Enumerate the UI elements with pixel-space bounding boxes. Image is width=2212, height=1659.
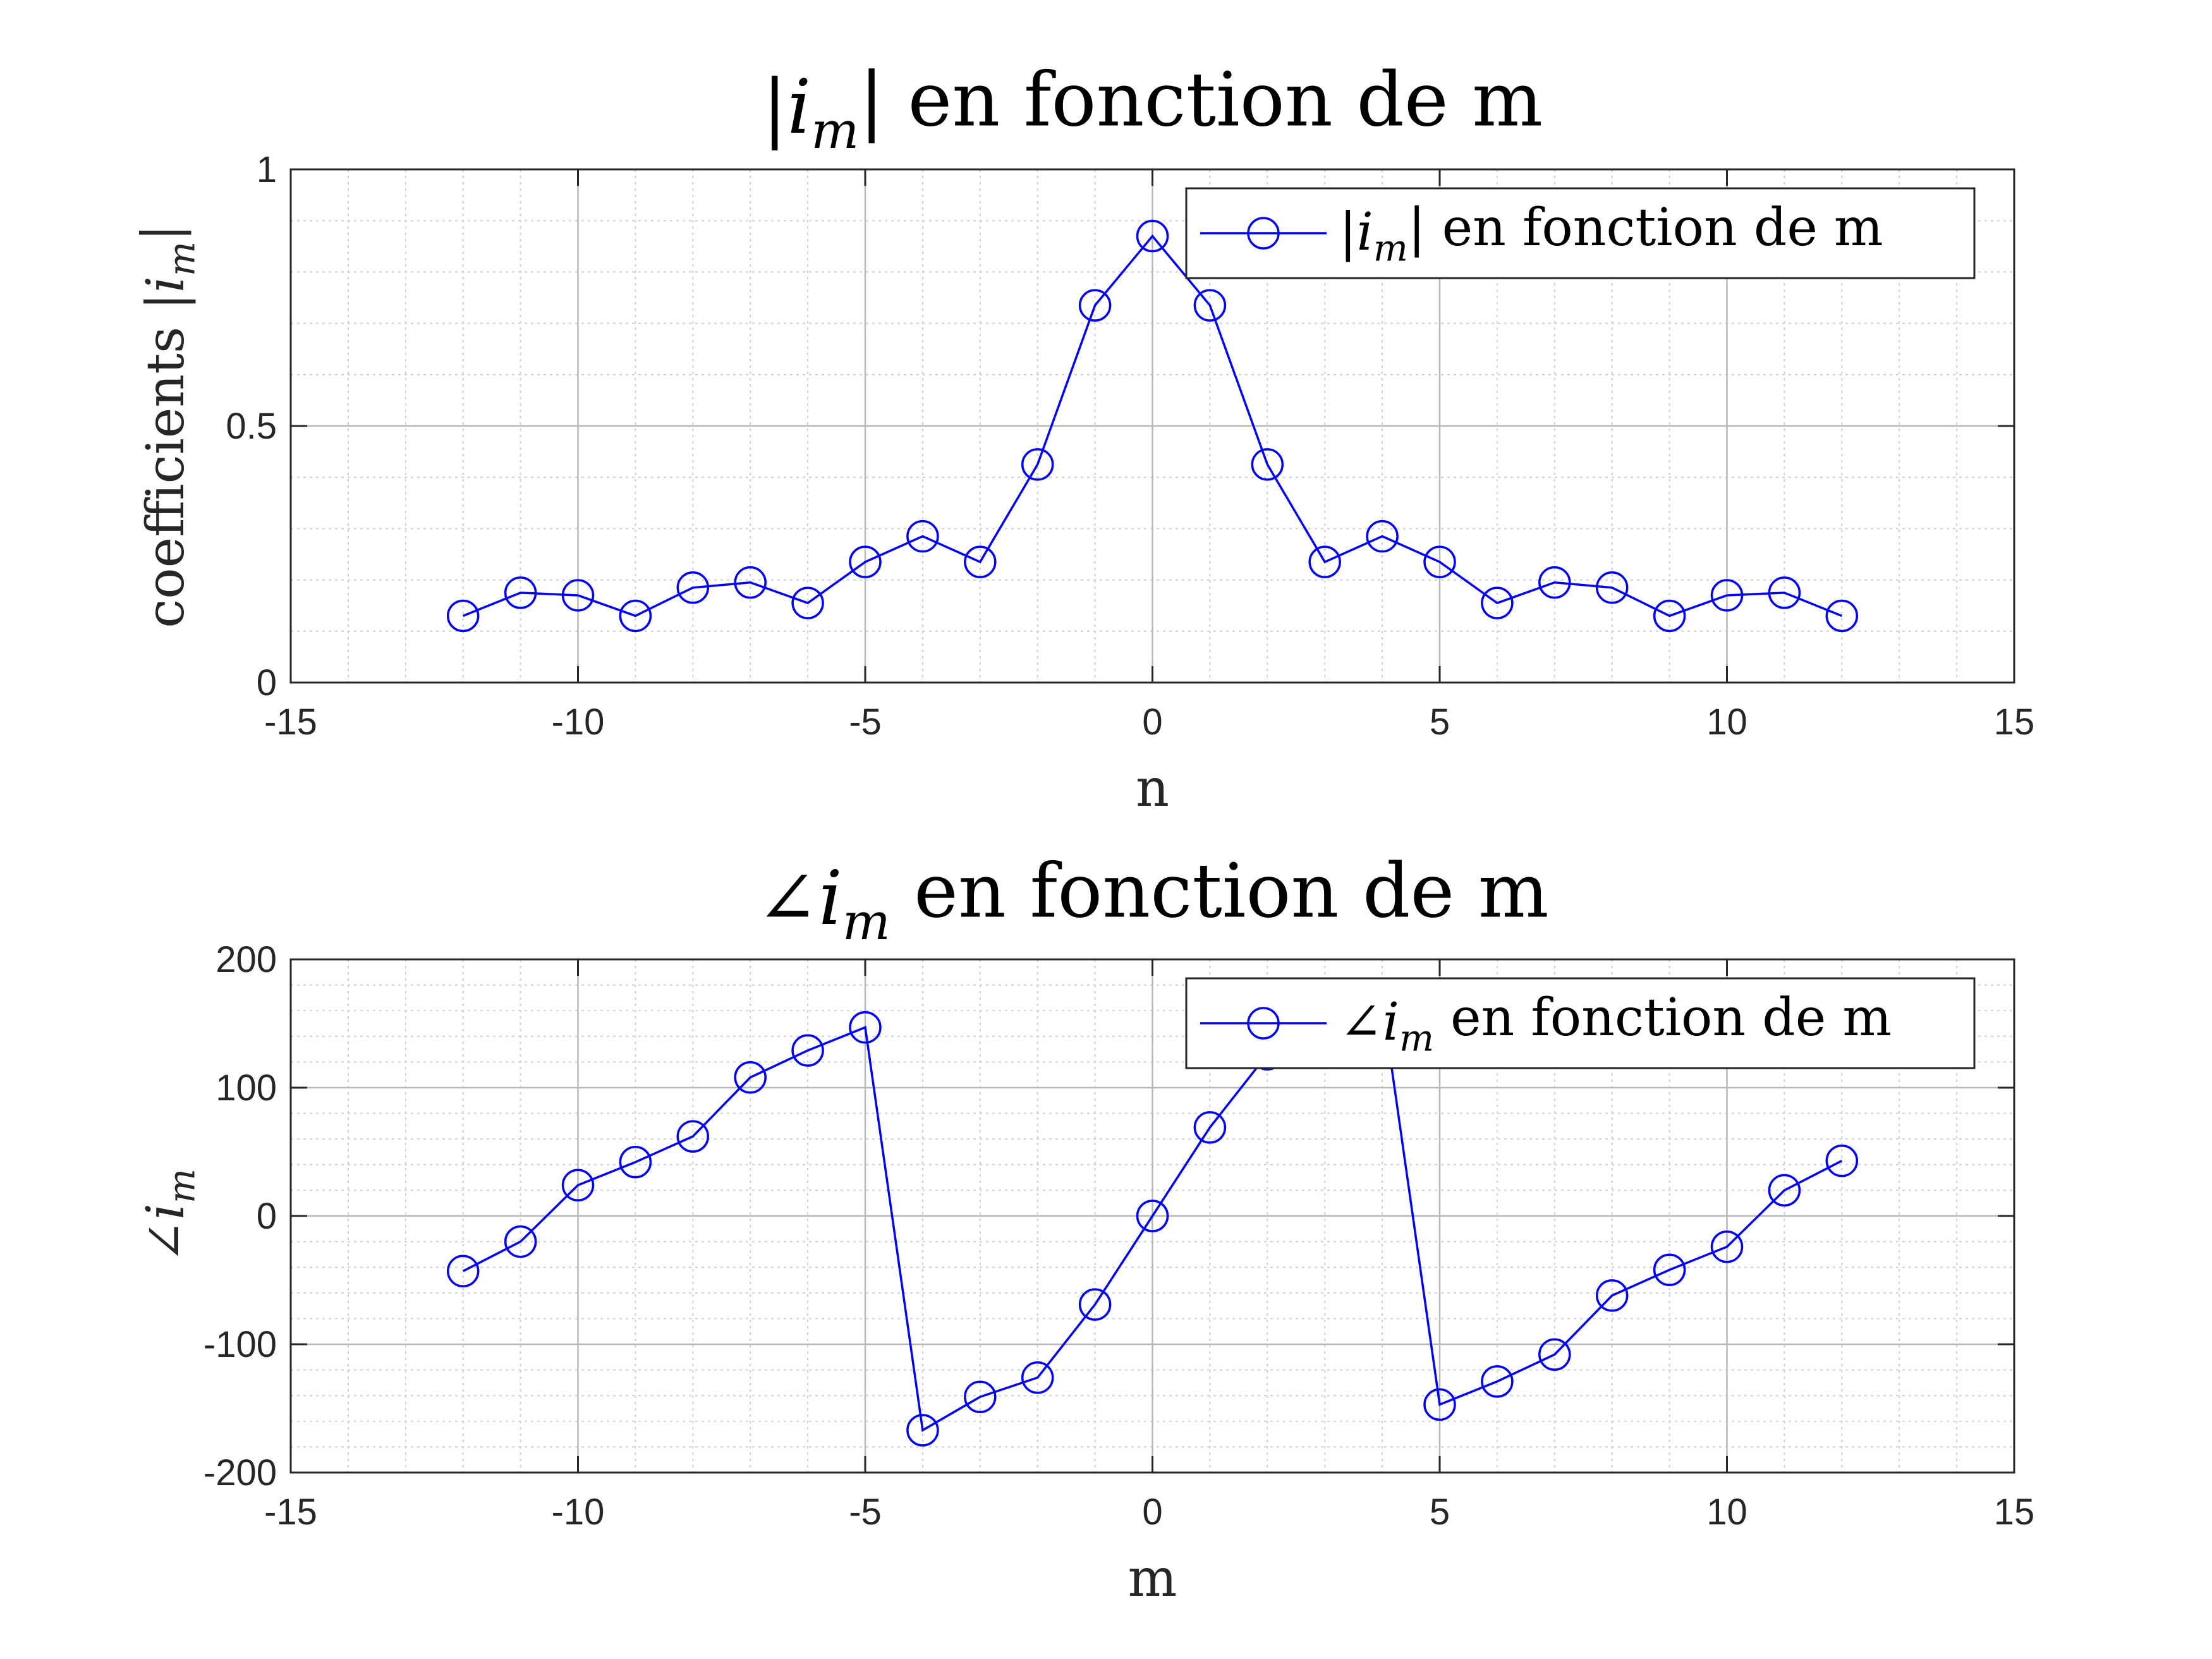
legend: ∠im en fonction de m [1185, 977, 1976, 1069]
data-point [504, 576, 537, 609]
data-point [1251, 448, 1284, 481]
data-point [1768, 576, 1801, 609]
data-point [1710, 1230, 1744, 1263]
data-point [849, 1011, 882, 1044]
data-point [1193, 289, 1227, 322]
data-point [734, 566, 767, 599]
data-point [1308, 545, 1341, 578]
x-tick-label: -15 [264, 1492, 317, 1533]
y-tick-label: -100 [204, 1324, 277, 1365]
x-tick-label: 10 [1706, 702, 1747, 743]
x-tick-label: -5 [849, 1492, 882, 1533]
data-point [1653, 1253, 1686, 1287]
legend-marker [1247, 1007, 1280, 1040]
x-tick-label: -15 [264, 702, 317, 743]
data-point [1481, 586, 1514, 619]
x-tick-label: 5 [1430, 1492, 1450, 1533]
data-point [1136, 1200, 1169, 1232]
y-tick-label: 0.5 [226, 406, 277, 447]
x-tick-label: 10 [1706, 1492, 1747, 1533]
x-tick-label: -10 [552, 1492, 605, 1533]
series-line [462, 1000, 1843, 1432]
data-point [676, 571, 710, 604]
x-axis-label: m [1128, 1548, 1177, 1608]
y-tick-label: 200 [216, 939, 277, 980]
data-point [1136, 219, 1169, 253]
x-tick-label: 5 [1430, 702, 1450, 743]
data-point [1595, 1279, 1629, 1312]
data-point [676, 1120, 710, 1153]
y-axis-label: coefficients |im| [131, 224, 204, 628]
data-point [1768, 1174, 1801, 1207]
data-point [849, 545, 882, 578]
data-point [1423, 545, 1456, 578]
legend-label: |im| en fonction de m [1339, 198, 1883, 270]
legend: |im| en fonction de m [1185, 187, 1976, 279]
y-tick-label: 1 [257, 149, 277, 190]
data-point [1193, 1111, 1227, 1144]
legend-label: ∠im en fonction de m [1339, 988, 1892, 1060]
data-point [1366, 520, 1399, 553]
data-point [1078, 1288, 1112, 1321]
data-point [1825, 1144, 1859, 1177]
x-tick-label: 0 [1142, 1492, 1162, 1533]
data-point [1653, 599, 1686, 633]
y-tick-label: 100 [216, 1067, 277, 1109]
x-tick-label: 0 [1142, 702, 1162, 743]
data-point [1825, 599, 1859, 633]
data-point [1021, 1361, 1054, 1394]
data-point [791, 1034, 824, 1067]
data-point [964, 1380, 997, 1413]
data-point [1423, 1388, 1456, 1421]
x-tick-label: -10 [552, 702, 605, 743]
x-tick-label: -5 [849, 702, 882, 743]
data-point [561, 1169, 595, 1202]
legend-marker [1247, 217, 1280, 250]
data-point [561, 579, 595, 612]
chart-title: ∠im en fonction de m [756, 848, 1549, 951]
data-point [1538, 566, 1571, 599]
series [446, 219, 1859, 633]
data-point [964, 545, 997, 578]
data-point [619, 1145, 652, 1179]
data-point [1078, 289, 1112, 322]
y-axis-label: ∠im [136, 1169, 203, 1263]
data-point [446, 599, 480, 633]
data-point [906, 1414, 939, 1447]
data-point [1021, 448, 1054, 481]
series-line [463, 234, 1842, 617]
chart-title: |im| en fonction de m [762, 56, 1543, 160]
data-point [906, 520, 939, 553]
phase-subplot: -15 -10 -5 0 5 10 15 -200 -100 0 100 200 ∠im en fonc… [136, 848, 2034, 1608]
magnitude-subplot: -15 -10 -5 0 5 10 15 0 0.5 1 |im| en fonction de m… [131, 56, 2034, 818]
y-tick-label: 0 [257, 1196, 277, 1237]
data-point [734, 1061, 767, 1094]
x-tick-label: 15 [1994, 1492, 2035, 1533]
data-point [619, 599, 652, 633]
x-axis-label: n [1136, 758, 1169, 818]
data-point [446, 1255, 480, 1288]
data-point [1481, 1365, 1514, 1398]
data-point [504, 1225, 537, 1258]
data-point [1710, 579, 1744, 612]
data-point [1595, 571, 1629, 604]
x-tick-label: 15 [1994, 702, 2035, 743]
y-tick-label: -200 [204, 1452, 277, 1493]
data-point [1538, 1338, 1571, 1371]
y-tick-label: 0 [257, 662, 277, 703]
data-point [791, 586, 824, 619]
